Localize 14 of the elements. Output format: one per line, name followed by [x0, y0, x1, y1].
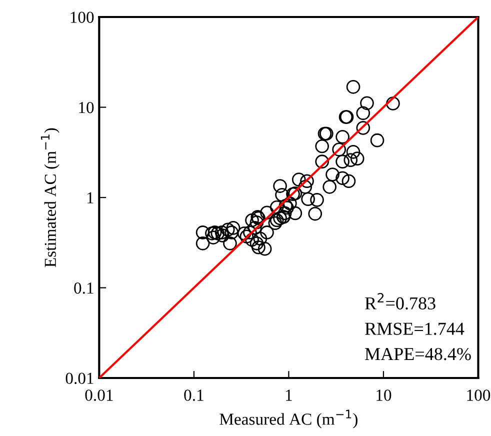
- x-tick-label: 1: [286, 390, 292, 401]
- y-tick-label: 1: [87, 192, 94, 204]
- x-tick-label: 0.1: [184, 390, 204, 401]
- annotation: MAPE=48.4%: [365, 348, 471, 360]
- y-tick-label: 10: [79, 102, 94, 114]
- y-tick-label: 100: [70, 12, 94, 23]
- x-tick-label: 100: [467, 390, 490, 401]
- y-tick-label: 0.1: [74, 282, 94, 294]
- annotation: RMSE=1.744: [365, 322, 464, 335]
- x-axis-title: Measured AC (m$^{−1}$): [220, 410, 358, 428]
- x-tick-label: 10: [376, 390, 392, 401]
- annotation: R$^{2}$=0.783: [365, 292, 436, 310]
- y-axis-title: Estimated AC (m$^{−1}$): [40, 128, 60, 268]
- y-tick-label: 0.01: [66, 372, 94, 384]
